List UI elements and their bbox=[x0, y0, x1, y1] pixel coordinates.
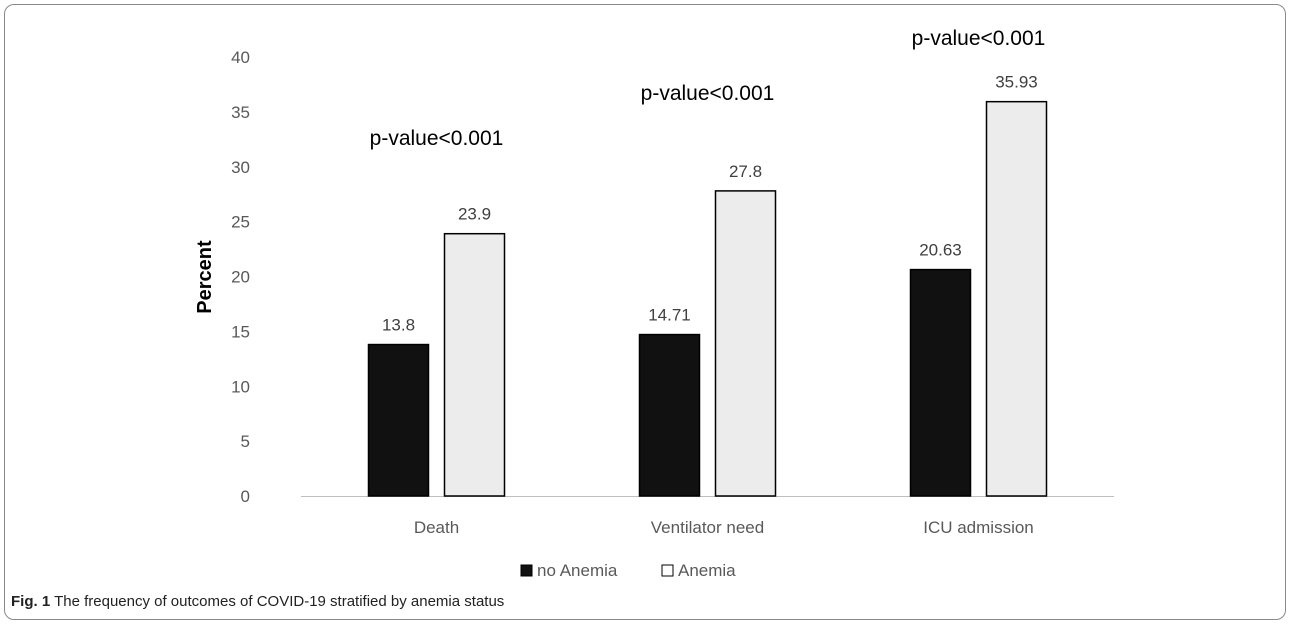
y-tick-label-4: 20 bbox=[231, 268, 250, 287]
y-tick-label-0: 0 bbox=[241, 487, 250, 506]
y-tick-label-1: 5 bbox=[241, 432, 250, 451]
p-value-annotation-0: p-value<0.001 bbox=[370, 127, 504, 150]
y-tick-label-3: 15 bbox=[231, 322, 250, 341]
bar-chart: 0 5 10 15 20 25 30 35 40 Percent 13.8 23.9 Death p-va… bbox=[194, 27, 1114, 580]
data-label-0-1: 14.71 bbox=[648, 306, 691, 325]
legend-label-no-anemia: no Anemia bbox=[537, 561, 618, 580]
y-tick-label-8: 40 bbox=[231, 48, 250, 67]
bar-anemia-1 bbox=[714, 190, 777, 497]
bar-no-anemia-2 bbox=[909, 268, 972, 497]
data-label-1-2: 35.93 bbox=[995, 73, 1038, 92]
x-tick-label-2: ICU admission bbox=[923, 518, 1034, 537]
legend-swatch-anemia bbox=[661, 564, 674, 577]
p-value-annotation-1: p-value<0.001 bbox=[641, 82, 775, 105]
caption-text: The frequency of outcomes of COVID-19 st… bbox=[54, 593, 505, 610]
x-tick-label-0: Death bbox=[414, 518, 459, 537]
caption-label: Fig. 1 bbox=[11, 593, 51, 610]
bar-anemia-2 bbox=[985, 100, 1048, 497]
figure-caption: Fig. 1 The frequency of outcomes of COVI… bbox=[11, 593, 504, 610]
y-tick-label-2: 10 bbox=[231, 377, 250, 396]
data-label-0-2: 20.63 bbox=[919, 241, 962, 260]
data-label-1-0: 23.9 bbox=[458, 205, 491, 224]
bar-anemia-0 bbox=[443, 232, 506, 497]
x-tick-label-1: Ventilator need bbox=[651, 518, 764, 537]
bar-no-anemia-0 bbox=[367, 343, 430, 497]
data-label-0-0: 13.8 bbox=[382, 316, 415, 335]
figure-frame bbox=[4, 4, 1286, 620]
legend-label-anemia: Anemia bbox=[678, 561, 736, 580]
bar-no-anemia-1 bbox=[638, 333, 701, 497]
legend-swatch-no-anemia bbox=[520, 564, 533, 577]
y-tick-label-6: 30 bbox=[231, 158, 250, 177]
p-value-annotation-2: p-value<0.001 bbox=[912, 27, 1046, 50]
data-label-1-1: 27.8 bbox=[729, 162, 762, 181]
y-tick-label-5: 25 bbox=[231, 213, 250, 232]
y-tick-label-7: 35 bbox=[231, 103, 250, 122]
y-axis-label: Percent bbox=[194, 240, 216, 314]
